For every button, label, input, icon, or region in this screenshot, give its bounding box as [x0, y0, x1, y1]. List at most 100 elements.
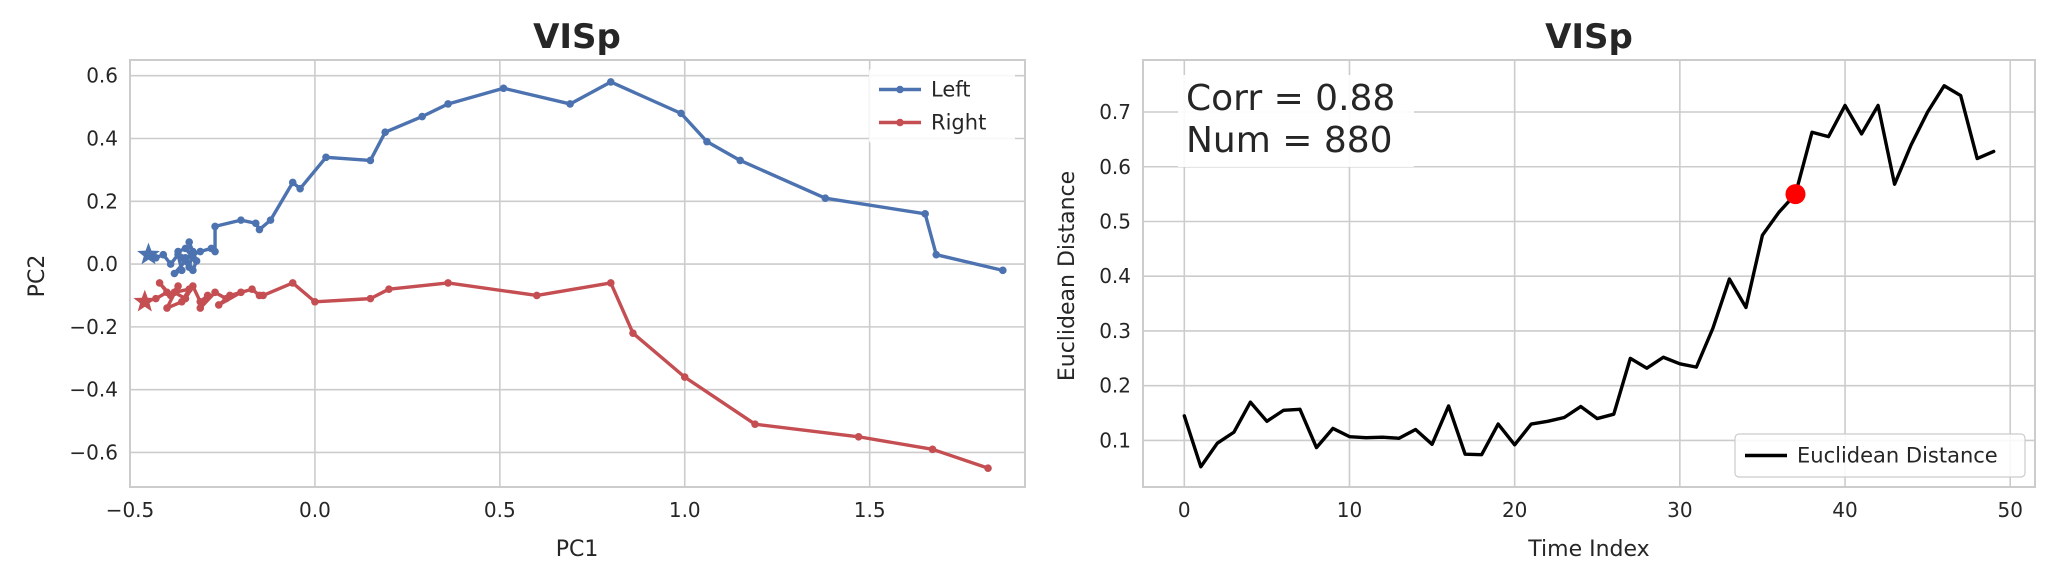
data-point — [266, 216, 275, 224]
start-star-marker — [133, 289, 157, 312]
data-point — [159, 250, 168, 259]
data-point — [255, 225, 264, 234]
chart-title-right: VISp — [1545, 17, 1633, 57]
pca-trajectory-chart: VISp PC1 PC2 −0.5 0.0 0.5 1.0 1.5 −0.6−0.4−0… — [25, 17, 1026, 562]
data-point — [921, 210, 929, 218]
data-point — [680, 373, 689, 381]
x-tick-label: 40 — [1832, 498, 1857, 522]
series-layer-right — [1182, 84, 1996, 469]
data-point — [226, 291, 234, 300]
annotation-corr: Corr = 0.88 — [1186, 78, 1395, 119]
data-point — [174, 282, 182, 290]
data-point — [928, 445, 937, 454]
data-point — [185, 238, 193, 246]
data-point — [751, 420, 759, 429]
series-right — [133, 279, 992, 472]
y-tick-label: −0.2 — [69, 315, 118, 339]
data-point — [152, 294, 160, 303]
data-point — [248, 285, 256, 293]
data-point — [259, 291, 267, 300]
series-line — [1182, 84, 1996, 469]
data-point — [381, 128, 389, 137]
data-point — [211, 288, 219, 297]
data-point — [166, 260, 175, 268]
legend-entry: Euclidean Distance — [1797, 444, 1998, 468]
data-point — [170, 288, 179, 297]
legend-left: Left Right — [869, 68, 1015, 144]
data-point — [932, 250, 941, 259]
x-tick-label: 20 — [1502, 498, 1527, 522]
annotation-box: Corr = 0.88 Num = 880 — [1178, 75, 1414, 167]
data-point — [311, 297, 319, 306]
data-point — [174, 247, 182, 256]
annotation-num: Num = 880 — [1186, 120, 1393, 161]
data-point — [181, 244, 190, 253]
data-point — [251, 219, 260, 228]
y-tick-label: 0.2 — [86, 189, 118, 213]
data-point — [296, 184, 304, 193]
data-point — [606, 78, 615, 86]
data-point — [192, 257, 201, 265]
data-point — [181, 294, 190, 303]
data-point — [288, 178, 297, 187]
x-tick-label: 1.5 — [854, 498, 886, 522]
y-tick-label: 0.6 — [1099, 155, 1131, 179]
data-point — [984, 464, 992, 472]
data-point — [181, 254, 190, 262]
x-tick-label: 0.5 — [484, 498, 516, 522]
data-point — [214, 301, 223, 309]
data-point — [288, 279, 297, 287]
data-point — [322, 153, 330, 162]
data-point — [703, 137, 711, 146]
series-line — [143, 281, 990, 470]
x-tick-label: 30 — [1667, 498, 1692, 522]
data-point — [196, 304, 205, 312]
data-point — [196, 247, 205, 256]
data-point — [677, 109, 685, 118]
x-tick-label: 1.0 — [669, 498, 701, 522]
x-axis-label-right: Time Index — [1527, 537, 1649, 562]
legend-right: Euclidean Distance — [1734, 433, 2026, 478]
data-point — [155, 279, 164, 287]
y-tick-label: 0.7 — [1099, 100, 1131, 124]
euclidean-distance-chart: VISp Time Index Euclidean Distance 0 10 20… — [1055, 17, 2036, 562]
data-point — [177, 266, 186, 275]
data-point — [533, 291, 541, 300]
data-point — [211, 247, 219, 256]
legend-marker — [896, 85, 904, 94]
grid-left — [129, 60, 1025, 487]
data-point — [606, 279, 615, 287]
data-point — [170, 269, 179, 278]
y-tick-label: 0.1 — [1099, 428, 1131, 452]
x-ticks-right: 0 10 20 30 40 50 — [1178, 498, 2023, 522]
data-point — [237, 288, 245, 297]
series-left — [137, 78, 1007, 278]
data-point — [999, 266, 1007, 275]
data-point — [211, 222, 219, 231]
x-tick-label: 0 — [1178, 498, 1191, 522]
data-point — [189, 282, 197, 290]
y-tick-label: 0.4 — [86, 126, 118, 150]
legend-frame — [869, 68, 1015, 144]
y-tick-label: 0.5 — [1099, 209, 1131, 233]
plot-area-right — [1142, 59, 2036, 488]
data-point — [203, 291, 212, 300]
annotation-background — [1178, 75, 1414, 167]
y-axis-label-left: PC2 — [25, 255, 50, 298]
x-tick-label: 0.0 — [299, 498, 331, 522]
y-tick-label: 0.2 — [1099, 374, 1131, 398]
data-point — [418, 112, 426, 121]
y-tick-label: 0.6 — [86, 64, 118, 88]
highlight-point — [1785, 184, 1806, 205]
data-point — [366, 294, 375, 303]
chart-title-left: VISp — [533, 17, 621, 57]
data-point — [499, 84, 508, 93]
data-point — [163, 304, 171, 312]
data-point — [189, 250, 197, 259]
data-point — [854, 432, 863, 441]
x-tick-label: 50 — [1997, 498, 2022, 522]
series-euclidean-distance — [1182, 84, 1996, 469]
data-point — [189, 266, 197, 275]
start-star-marker — [137, 242, 160, 265]
x-tick-label: −0.5 — [106, 498, 155, 522]
